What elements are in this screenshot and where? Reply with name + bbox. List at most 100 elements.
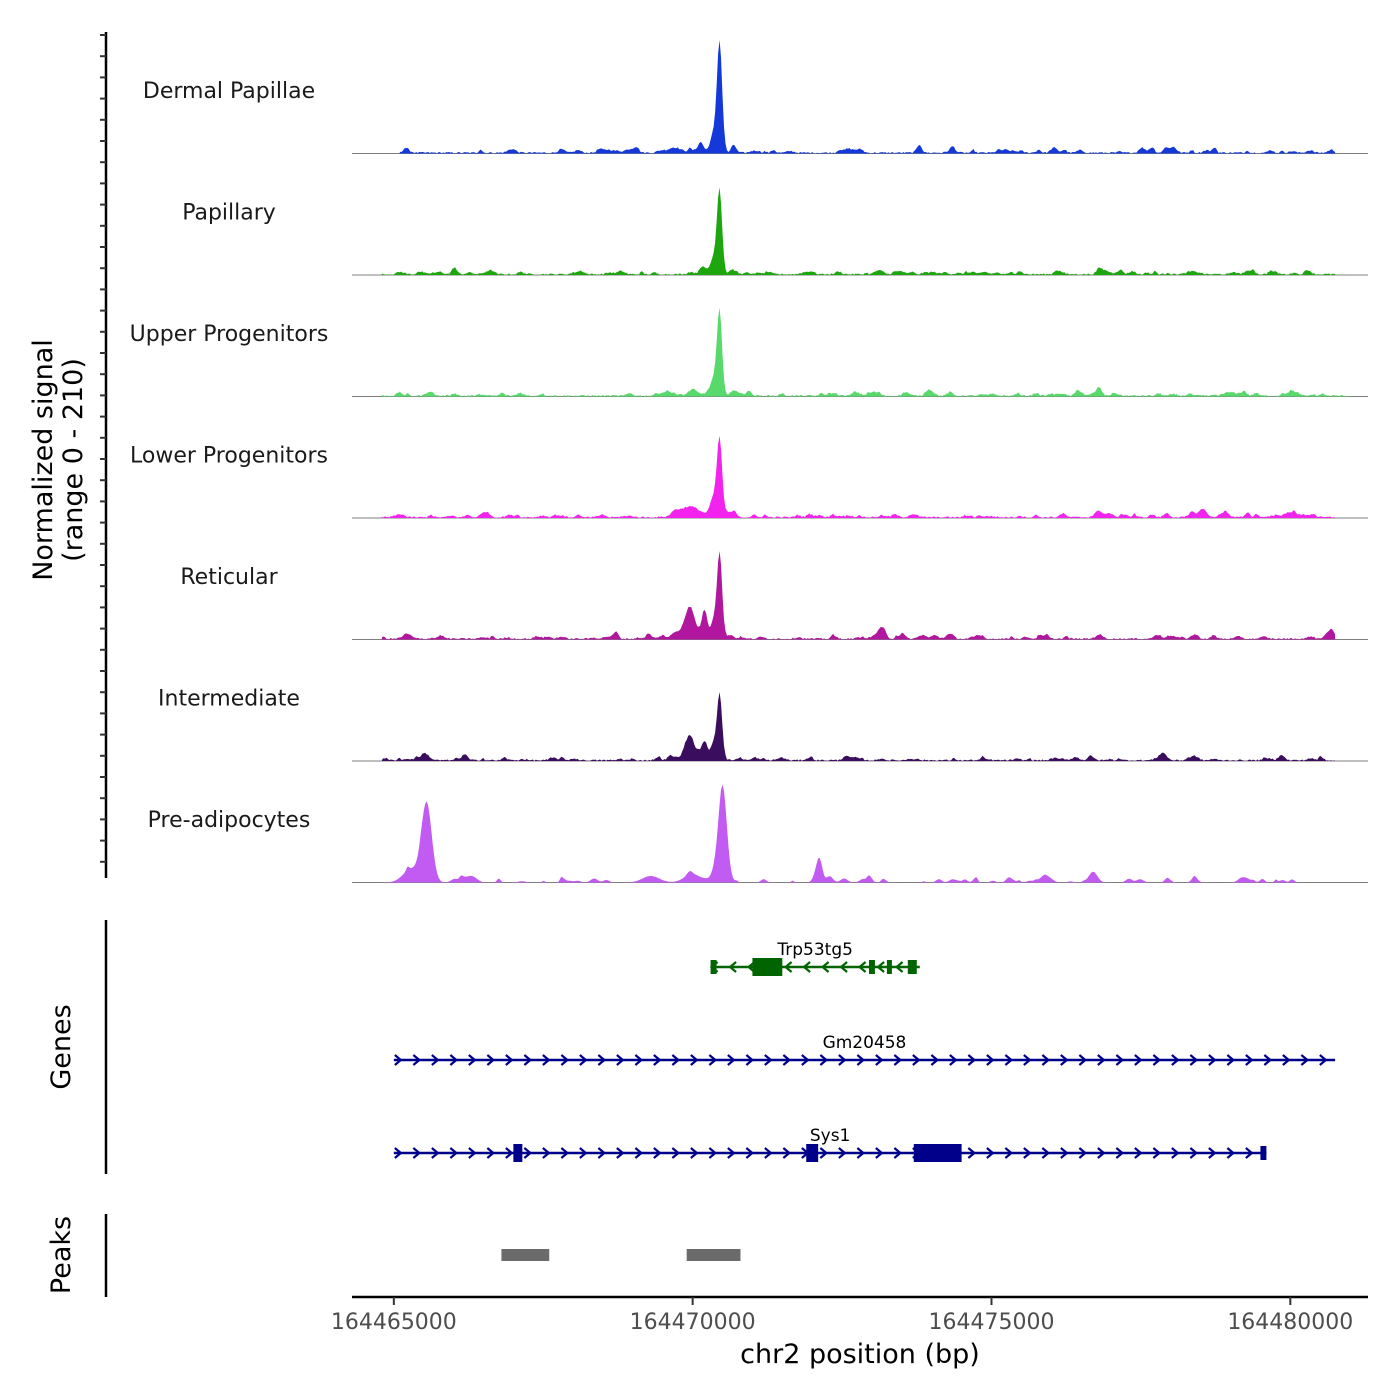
strand-arrow: [1023, 1054, 1032, 1066]
peaks-panel-label: Peaks: [46, 1216, 77, 1294]
exon: [913, 1144, 962, 1162]
strand-arrow: [653, 1054, 662, 1066]
strand-arrow: [560, 1054, 570, 1066]
strand-arrow: [394, 1147, 403, 1159]
strand-arrow: [1004, 1147, 1014, 1159]
strand-arrow: [894, 961, 904, 973]
strand-arrow: [1115, 1147, 1125, 1159]
strand-arrow: [616, 1147, 625, 1159]
gene-label: Trp53tg5: [776, 940, 853, 960]
peak-bar: [501, 1249, 550, 1261]
strand-arrow: [1319, 1054, 1328, 1066]
strand-arrow: [1171, 1054, 1180, 1066]
exon: [1260, 1146, 1267, 1160]
exon: [907, 960, 917, 974]
signal-track-intermediate: [352, 692, 1368, 762]
signal-area: [381, 551, 1336, 640]
track-label: Reticular: [180, 565, 278, 590]
strand-arrow: [1134, 1147, 1143, 1159]
strand-arrow: [1097, 1147, 1106, 1159]
strand-arrow: [671, 1147, 681, 1159]
strand-arrow: [412, 1147, 422, 1159]
strand-arrow: [1263, 1054, 1273, 1066]
x-tick-label: 164465000: [331, 1310, 457, 1335]
strand-arrow: [579, 1147, 588, 1159]
strand-arrow: [431, 1147, 440, 1159]
gene-sys1: Sys1: [393, 1126, 1267, 1162]
strand-arrow: [1004, 1054, 1014, 1066]
strand-arrow: [912, 1054, 921, 1066]
signal-track-upper-progenitors: [352, 307, 1368, 397]
strand-arrow: [857, 961, 867, 973]
strand-arrow: [1226, 1054, 1236, 1066]
signal-track-papillary: [352, 187, 1368, 276]
strand-arrow: [505, 1054, 514, 1066]
y-axis-label-line: Normalized signal: [28, 339, 59, 581]
signal-area: [381, 692, 1336, 761]
strand-arrow: [1245, 1147, 1254, 1159]
strand-arrow: [690, 1054, 699, 1066]
strand-arrow: [523, 1147, 533, 1159]
gene-label: Gm20458: [823, 1033, 907, 1053]
strand-arrow: [1300, 1054, 1310, 1066]
strand-arrow: [967, 1054, 977, 1066]
strand-arrow: [1189, 1147, 1199, 1159]
strand-arrow: [1171, 1147, 1180, 1159]
signal-track-dermal-papillae: [352, 40, 1368, 154]
strand-arrow: [412, 1054, 422, 1066]
track-label: Intermediate: [158, 687, 300, 712]
exon: [868, 960, 875, 974]
gene-gm20458: Gm20458: [393, 1033, 1336, 1066]
strand-arrow: [986, 1147, 995, 1159]
gene-label: Sys1: [810, 1126, 851, 1146]
strand-arrow: [708, 1147, 718, 1159]
strand-arrow: [801, 1054, 810, 1066]
signal-track-reticular: [352, 551, 1368, 640]
x-tick-label: 164470000: [630, 1310, 756, 1335]
strand-arrow: [486, 1147, 496, 1159]
strand-arrow: [782, 1147, 792, 1159]
strand-arrow: [1208, 1147, 1217, 1159]
strand-arrow: [856, 1054, 866, 1066]
y-axis-label-line: (range 0 - 210): [58, 358, 89, 562]
strand-arrow: [708, 1054, 718, 1066]
gene-trp53tg5: Trp53tg5: [709, 940, 920, 976]
signal-area: [381, 435, 1336, 518]
track-label: Upper Progenitors: [130, 322, 329, 347]
strand-arrow: [1060, 1054, 1069, 1066]
x-tick-label: 164480000: [1227, 1310, 1353, 1335]
strand-arrow: [1226, 1147, 1236, 1159]
strand-arrow: [431, 1054, 440, 1066]
y-axis-label: Normalized signal (range 0 - 210): [28, 339, 89, 581]
exon: [513, 1144, 523, 1162]
strand-arrow: [967, 1147, 977, 1159]
strand-arrow: [523, 1054, 533, 1066]
strand-arrow: [727, 1147, 736, 1159]
strand-arrow: [1060, 1147, 1069, 1159]
strand-arrow: [838, 1147, 847, 1159]
strand-arrow: [856, 1147, 866, 1159]
strand-arrow: [1208, 1054, 1217, 1066]
strand-arrow: [486, 1054, 496, 1066]
signal-area: [381, 784, 1351, 883]
track-label: Lower Progenitors: [130, 444, 328, 469]
strand-arrow: [1078, 1147, 1088, 1159]
strand-arrow: [1041, 1054, 1051, 1066]
strand-arrow: [1097, 1054, 1106, 1066]
exon: [806, 1144, 819, 1162]
strand-arrow: [542, 1054, 551, 1066]
strand-arrow: [1282, 1054, 1291, 1066]
signal-area: [381, 187, 1336, 275]
strand-arrow: [745, 1054, 755, 1066]
genes-panel-label: Genes: [46, 1004, 77, 1089]
strand-arrow: [893, 1147, 903, 1159]
signal-track-lower-progenitors: [352, 435, 1368, 519]
strand-arrow: [893, 1054, 903, 1066]
strand-arrow: [1023, 1147, 1032, 1159]
strand-arrow: [1115, 1054, 1125, 1066]
strand-arrow: [1189, 1054, 1199, 1066]
strand-arrow: [745, 1147, 755, 1159]
strand-arrow: [727, 1054, 736, 1066]
strand-arrow: [838, 1054, 847, 1066]
